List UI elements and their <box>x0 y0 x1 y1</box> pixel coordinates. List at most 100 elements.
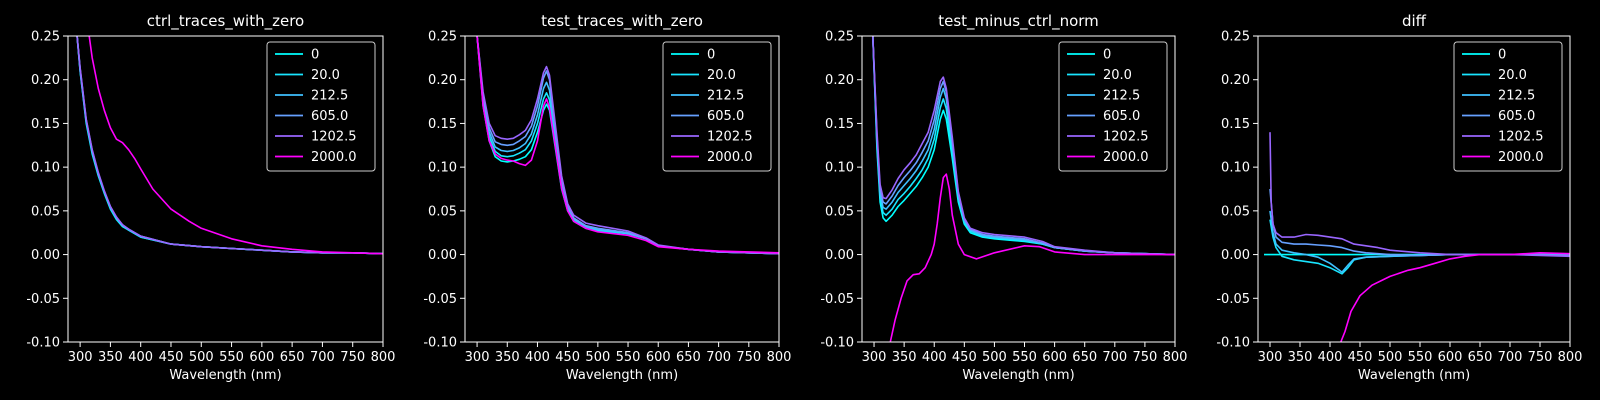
x-tick-label: 700 <box>706 350 731 365</box>
y-tick-label: 0.25 <box>428 30 457 45</box>
series-line-1202.5 <box>76 36 383 255</box>
legend-entry: 2000.0 <box>1103 150 1149 165</box>
series-line-2000.0 <box>889 173 1175 342</box>
axes-frame <box>861 35 1176 343</box>
legend: 0 20.0 212.5 605.0 1202.5 2000.0 <box>662 41 772 172</box>
legend: 0 20.0 212.5 605.0 1202.5 2000.0 <box>1058 41 1168 172</box>
y-tick-label: 0.00 <box>428 248 457 263</box>
x-tick-label: 550 <box>1408 350 1433 365</box>
axes-frame <box>464 35 780 343</box>
series-line-2000.0 <box>88 36 383 255</box>
x-tick-label: 350 <box>892 350 917 365</box>
series-line-2000.0 <box>476 36 779 254</box>
y-tick-label: 0.20 <box>1221 73 1250 88</box>
y-tick-label: 0.25 <box>825 30 854 45</box>
y-tick-label: 0.20 <box>31 73 60 88</box>
x-tick-label: 500 <box>189 350 214 365</box>
x-axis-label: Wavelength (nm) <box>962 368 1074 383</box>
x-tick-label: 650 <box>676 350 701 365</box>
x-tick-label: 500 <box>982 350 1007 365</box>
x-axis-label: Wavelength (nm) <box>169 368 281 383</box>
chart-panel-1: test_traces_with_zero 300 350 400 450 500 550 6… <box>423 12 791 383</box>
x-tick-label: 500 <box>585 350 610 365</box>
x-tick-label: 400 <box>922 350 947 365</box>
y-tick-label: 0.15 <box>1221 117 1250 132</box>
legend-entry: 1202.5 <box>311 130 357 145</box>
chart-panel-3: diff 300 350 400 450 500 550 600 650 700 750 800 -0.… <box>1216 12 1582 383</box>
y-tick-label: -0.10 <box>423 336 457 351</box>
series-line-1202.5 <box>872 36 1175 256</box>
x-tick-label: 450 <box>555 350 580 365</box>
x-tick-label: 550 <box>616 350 641 365</box>
legend-entry: 605.0 <box>1103 109 1140 124</box>
x-tick-label: 600 <box>646 350 671 365</box>
chart-panel-2: test_minus_ctrl_norm 300 350 400 450 500 550 60… <box>820 12 1187 383</box>
legend-entry: 0 <box>707 48 715 63</box>
x-axis-label: Wavelength (nm) <box>1358 368 1470 383</box>
y-tick-label: 0.15 <box>31 117 60 132</box>
y-tick-label: 0.05 <box>1221 204 1250 219</box>
y-tick-label: 0.00 <box>1221 248 1250 263</box>
x-tick-label: 750 <box>1528 350 1553 365</box>
x-tick-label: 300 <box>68 350 93 365</box>
x-tick-label: 700 <box>1498 350 1523 365</box>
x-tick-label: 700 <box>1102 350 1127 365</box>
y-tick-label: 0.05 <box>428 204 457 219</box>
y-tick-label: -0.05 <box>26 292 60 307</box>
y-tick-label: -0.05 <box>423 292 457 307</box>
y-tick-label: 0.10 <box>1221 161 1250 176</box>
x-tick-label: 700 <box>310 350 335 365</box>
x-tick-label: 800 <box>767 350 792 365</box>
x-axis-label: Wavelength (nm) <box>566 368 678 383</box>
legend-entry: 20.0 <box>1498 68 1527 83</box>
series-line-1202.5 <box>476 36 779 255</box>
x-tick-label: 750 <box>340 350 365 365</box>
y-tick-label: 0.05 <box>825 204 854 219</box>
axes-frame <box>1257 35 1571 343</box>
x-tick-label: 350 <box>495 350 520 365</box>
chart-panel-0: ctrl_traces_with_zero 300 350 400 450 500 550 6… <box>26 12 395 383</box>
x-tick-label: 350 <box>98 350 123 365</box>
y-tick-label: -0.10 <box>1216 336 1250 351</box>
axes-frame <box>67 35 384 343</box>
series-group-1 <box>476 36 779 255</box>
y-tick-label: 0.15 <box>825 117 854 132</box>
legend-entry: 0 <box>1103 48 1111 63</box>
x-tick-label: 400 <box>1318 350 1343 365</box>
y-tick-label: 0.10 <box>825 161 854 176</box>
legend-entry: 212.5 <box>1103 89 1140 104</box>
legend-entry: 20.0 <box>707 68 736 83</box>
y-tick-label: 0.20 <box>428 73 457 88</box>
x-tick-label: 600 <box>249 350 274 365</box>
legend-entry: 2000.0 <box>1498 150 1544 165</box>
x-tick-label: 650 <box>1072 350 1097 365</box>
x-tick-label: 650 <box>1468 350 1493 365</box>
x-tick-label: 500 <box>1378 350 1403 365</box>
legend-entry: 605.0 <box>707 109 744 124</box>
x-tick-label: 600 <box>1042 350 1067 365</box>
y-tick-label: 0.25 <box>31 30 60 45</box>
legend-entry: 0 <box>1498 48 1506 63</box>
x-tick-label: 800 <box>1558 350 1583 365</box>
x-tick-label: 400 <box>525 350 550 365</box>
y-tick-label: 0.00 <box>31 248 60 263</box>
legend-entry: 212.5 <box>707 89 744 104</box>
chart-title: ctrl_traces_with_zero <box>147 12 304 31</box>
x-tick-label: 450 <box>159 350 184 365</box>
y-tick-label: 0.25 <box>1221 30 1250 45</box>
y-tick-label: 0.10 <box>31 161 60 176</box>
legend-entry: 20.0 <box>1103 68 1132 83</box>
legend-entry: 2000.0 <box>707 150 753 165</box>
x-tick-label: 550 <box>219 350 244 365</box>
x-tick-label: 300 <box>465 350 490 365</box>
legend-entry: 1202.5 <box>1498 130 1544 145</box>
y-tick-label: 0.10 <box>428 161 457 176</box>
x-tick-label: 300 <box>862 350 887 365</box>
chart-title: diff <box>1402 12 1427 30</box>
x-tick-label: 550 <box>1012 350 1037 365</box>
legend-entry: 605.0 <box>311 109 348 124</box>
x-tick-label: 450 <box>1348 350 1373 365</box>
series-group-3 <box>1264 132 1570 342</box>
